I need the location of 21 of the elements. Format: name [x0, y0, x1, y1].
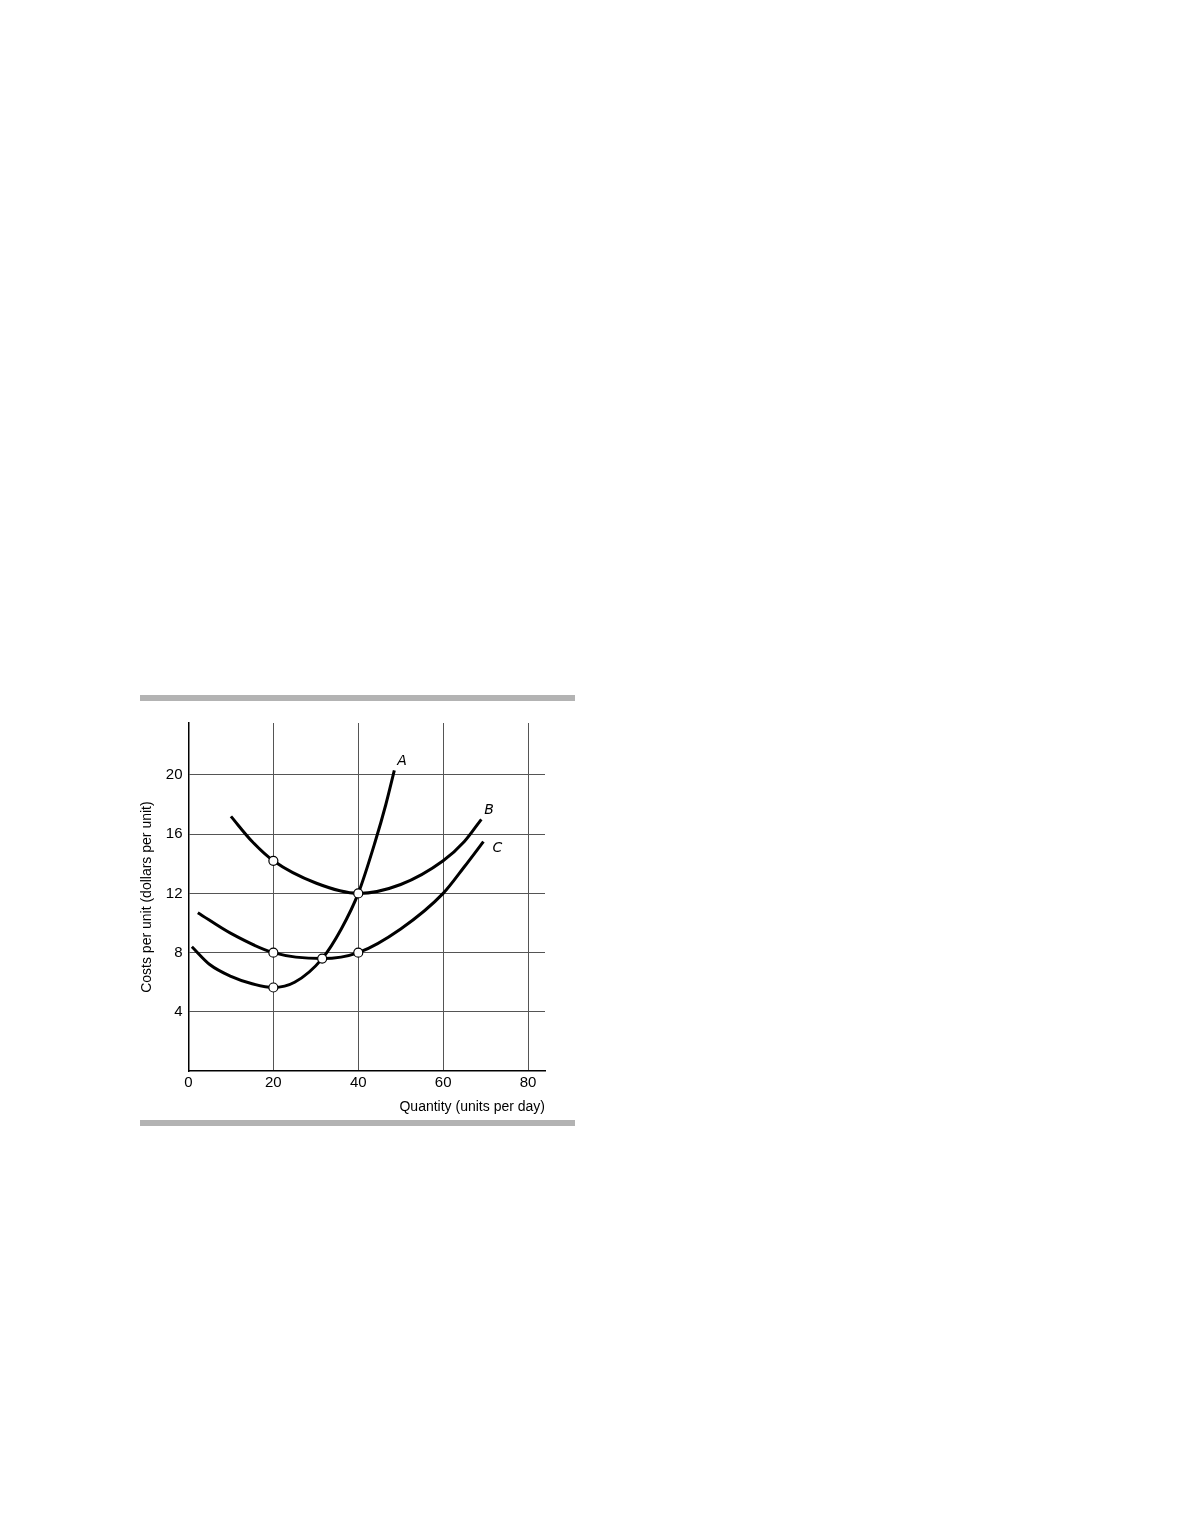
- series-label: C: [492, 839, 503, 856]
- y-tick-label: 20: [165, 765, 183, 782]
- point: [353, 888, 364, 899]
- point: [353, 947, 364, 958]
- y-tick-label: 16: [165, 824, 183, 842]
- x-tick-label: 60: [434, 1073, 452, 1091]
- point: [317, 953, 328, 964]
- point: [268, 982, 279, 993]
- x-tick-label: 40: [349, 1073, 367, 1091]
- series-label: A: [396, 752, 407, 769]
- x-axis-title: Quantity (units per day): [399, 1098, 545, 1115]
- x-tick-label: 20: [265, 1073, 282, 1091]
- x-tick-label: 0: [184, 1073, 193, 1091]
- y-axis-title: Costs per unit (dollars per unit): [138, 801, 155, 993]
- series-label: B: [484, 800, 494, 817]
- y-tick-label: 8: [174, 942, 183, 960]
- point: [268, 855, 279, 866]
- point: [268, 947, 279, 958]
- y-tick-label: 4: [174, 1002, 183, 1020]
- x-tick-label: 80: [519, 1073, 537, 1091]
- y-tick-label: 12: [165, 883, 183, 901]
